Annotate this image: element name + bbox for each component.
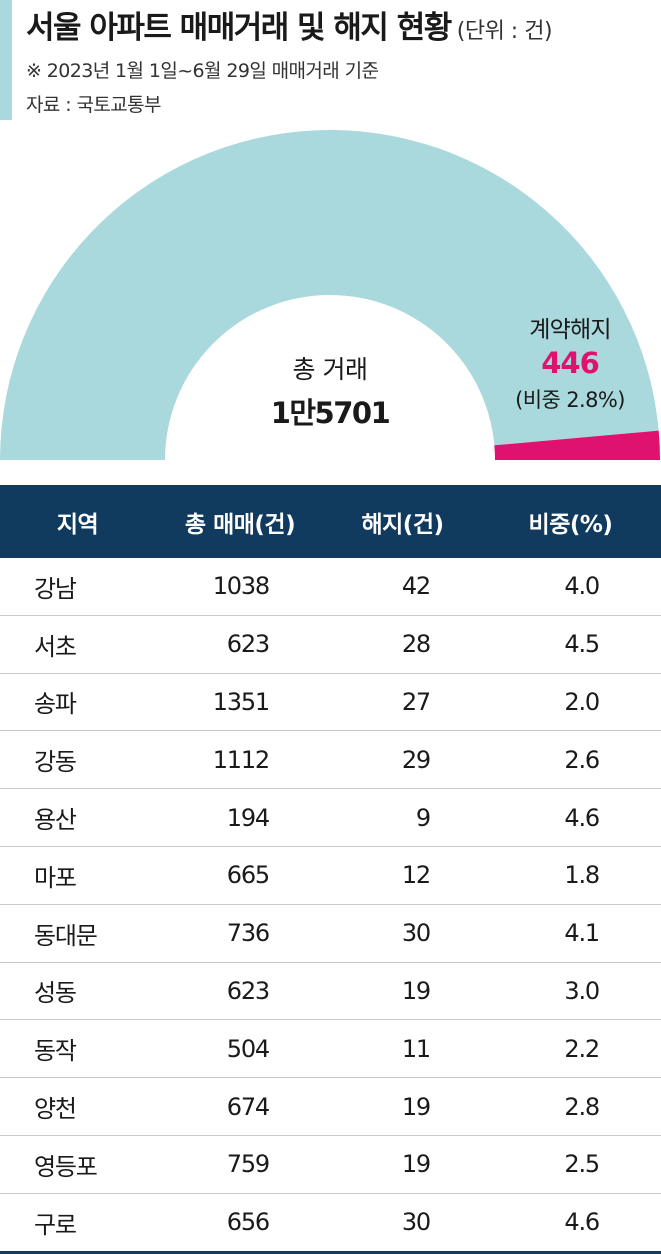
col-header-cancel: 해지(건): [361, 511, 444, 538]
cell-share: 2.2: [564, 1034, 600, 1063]
cancel-label: 계약해지: [529, 317, 611, 343]
table-row: 마포 665 12 1.8: [0, 847, 661, 905]
cell-share: 4.0: [564, 572, 600, 601]
cell-share: 1.8: [564, 861, 600, 890]
table-row: 동작 504 11 2.2: [0, 1020, 661, 1079]
cell-cancel: 9: [415, 803, 431, 832]
table-row: 영등포 759 19 2.5: [0, 1136, 661, 1194]
cell-total: 623: [226, 976, 270, 1005]
region-table: 지역 총 매매(건) 해지(건) 비중(%) 강남 1038 42 4.0 서초 623 2…: [0, 485, 661, 1254]
total-label: 총 거래: [292, 355, 368, 384]
cell-total: 736: [226, 919, 270, 948]
source-note: 자료 : 국토교통부: [26, 94, 161, 116]
cell-cancel: 19: [401, 1150, 431, 1179]
cell-cancel: 29: [401, 745, 431, 774]
table-row: 구로 656 30 4.6: [0, 1194, 661, 1254]
cell-region: 서초: [34, 632, 77, 661]
cell-total: 504: [226, 1034, 270, 1063]
cell-total: 194: [226, 803, 270, 832]
cell-region: 성동: [34, 979, 77, 1008]
donut-svg: [0, 129, 660, 460]
table-row: 서초 623 28 4.5: [0, 616, 661, 674]
table-body: 강남 1038 42 4.0 서초 623 28 4.5 송파 1351 27 2.0 강동 1112 29…: [0, 558, 661, 1254]
cell-cancel: 19: [401, 976, 431, 1005]
cell-cancel: 30: [401, 1208, 431, 1237]
subtitle: ※ 2023년 1월 1일~6월 29일 매매거래 기준: [26, 60, 379, 82]
cell-share: 2.5: [564, 1150, 600, 1179]
cell-total: 759: [226, 1150, 270, 1179]
cell-total: 1112: [212, 745, 270, 774]
table-row: 강동 1112 29 2.6: [0, 731, 661, 790]
table-row: 성동 623 19 3.0: [0, 963, 661, 1021]
cell-total: 1351: [212, 687, 270, 716]
cell-total: 665: [226, 861, 270, 890]
cell-region: 영등포: [34, 1152, 98, 1181]
cell-total: 1038: [212, 572, 270, 601]
cell-region: 구로: [34, 1210, 77, 1239]
cell-share: 2.6: [564, 745, 600, 774]
col-header-share: 비중(%): [528, 511, 613, 538]
col-header-region: 지역: [56, 511, 99, 538]
cell-share: 4.1: [564, 919, 600, 948]
slice-remaining: [0, 129, 659, 460]
cell-region: 강남: [34, 574, 77, 603]
cell-total: 674: [226, 1092, 270, 1121]
cell-region: 송파: [34, 690, 77, 719]
cell-cancel: 27: [401, 687, 431, 716]
table-row: 양천 674 19 2.8: [0, 1078, 661, 1136]
half-donut-chart: 총 거래 1만5701 계약해지 446 (비중 2.8%): [0, 120, 661, 460]
accent-bar: [0, 0, 12, 120]
table-row: 용산 194 9 4.6: [0, 789, 661, 847]
header: 서울 아파트 매매거래 및 해지 현황 (단위 : 건) ※ 2023년 1월 1…: [0, 0, 661, 120]
cell-total: 623: [226, 630, 270, 659]
cell-share: 2.8: [564, 1092, 600, 1121]
cell-share: 4.6: [564, 803, 600, 832]
cell-region: 용산: [34, 806, 77, 835]
cell-region: 강동: [34, 748, 77, 777]
cell-share: 4.5: [564, 630, 600, 659]
table-row: 동대문 736 30 4.1: [0, 905, 661, 963]
cell-total: 656: [226, 1208, 270, 1237]
total-value: 1만5701: [270, 396, 391, 430]
cell-cancel: 19: [401, 1092, 431, 1121]
page-title: 서울 아파트 매매거래 및 해지 현황: [26, 10, 452, 46]
cell-cancel: 28: [401, 630, 431, 659]
table-header: 지역 총 매매(건) 해지(건) 비중(%): [0, 485, 661, 558]
col-header-total: 총 매매(건): [184, 511, 296, 538]
cancel-share: (비중 2.8%): [515, 388, 625, 412]
cell-share: 3.0: [564, 976, 600, 1005]
cell-region: 양천: [34, 1095, 77, 1124]
cell-region: 동작: [34, 1037, 77, 1066]
cell-region: 마포: [34, 863, 77, 892]
cell-cancel: 11: [401, 1034, 431, 1063]
table-row: 송파 1351 27 2.0: [0, 674, 661, 732]
cell-cancel: 12: [401, 861, 431, 890]
slice-cancel: [494, 430, 660, 460]
cell-region: 동대문: [34, 921, 98, 950]
cell-cancel: 30: [401, 919, 431, 948]
cancel-value: 446: [541, 346, 600, 380]
unit-label: (단위 : 건): [456, 19, 553, 44]
title-row: 서울 아파트 매매거래 및 해지 현황 (단위 : 건): [26, 2, 553, 47]
cell-cancel: 42: [401, 572, 431, 601]
table-row: 강남 1038 42 4.0: [0, 558, 661, 616]
cell-share: 2.0: [564, 687, 600, 716]
cell-share: 4.6: [564, 1208, 600, 1237]
